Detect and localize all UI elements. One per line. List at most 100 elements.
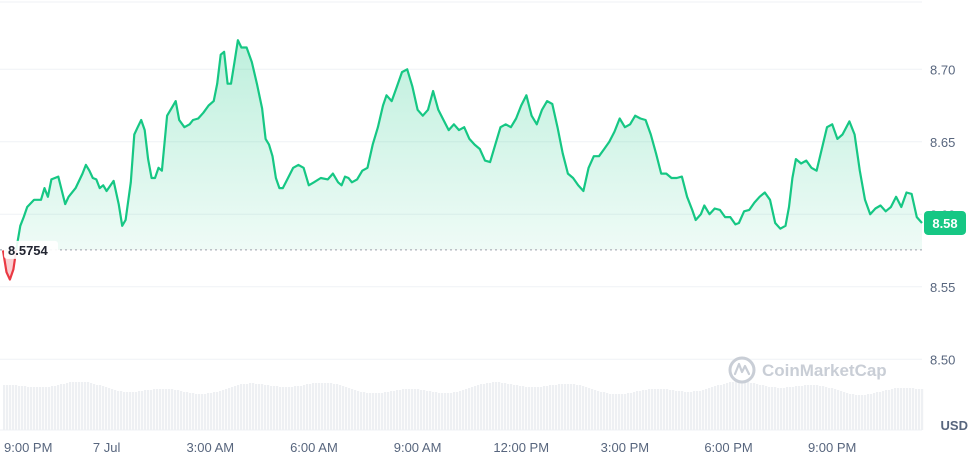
price-area xyxy=(3,40,922,280)
volume-bar xyxy=(81,382,84,430)
volume-bar xyxy=(408,389,411,430)
volume-bar xyxy=(771,387,774,430)
volume-bar xyxy=(627,393,630,430)
volume-bar xyxy=(726,383,729,430)
volume-bar xyxy=(159,389,162,430)
volume-bar xyxy=(582,386,585,430)
volume-bar xyxy=(882,391,885,430)
volume-bar xyxy=(507,384,510,430)
volume-bar xyxy=(471,387,474,430)
volume-bar xyxy=(837,390,840,430)
volume-bar xyxy=(591,389,594,430)
volume-bar xyxy=(453,392,456,430)
volume-bar xyxy=(798,386,801,430)
volume-bar xyxy=(588,388,591,430)
volume-bar xyxy=(15,385,18,430)
volume-bar xyxy=(441,393,444,430)
volume-bar xyxy=(363,392,366,430)
volume-bar xyxy=(171,389,174,430)
volume-bar xyxy=(819,386,822,430)
volume-bar xyxy=(711,387,714,430)
volume-bar xyxy=(327,383,330,430)
volume-bar xyxy=(96,385,99,430)
volume-bar xyxy=(336,384,339,430)
volume-bar xyxy=(777,388,780,430)
volume-bar xyxy=(132,392,135,430)
y-tick-label: 8.55 xyxy=(930,280,955,295)
volume-bar xyxy=(210,393,213,430)
volume-bar xyxy=(348,388,351,430)
volume-bar xyxy=(228,388,231,430)
volume-bar xyxy=(150,390,153,430)
volume-bar xyxy=(21,386,24,430)
volume-bar xyxy=(885,390,888,430)
volume-bar xyxy=(447,393,450,430)
volume-bar xyxy=(795,386,798,430)
volume-bar xyxy=(765,386,768,430)
volume-bar xyxy=(690,392,693,430)
currency-label: USD xyxy=(941,418,968,433)
volume-bar xyxy=(303,385,306,430)
volume-bar xyxy=(390,391,393,430)
volume-bar xyxy=(174,390,177,430)
volume-bar xyxy=(546,386,549,430)
volume-bar xyxy=(648,389,651,430)
volume-bar xyxy=(405,389,408,430)
volume-bar xyxy=(345,387,348,430)
volume-bar xyxy=(231,387,234,430)
volume-bar xyxy=(672,390,675,430)
volume-bar xyxy=(513,385,516,430)
volume-bar xyxy=(369,393,372,430)
volume-bar xyxy=(849,394,852,430)
volume-bar xyxy=(246,384,249,430)
volume-bar xyxy=(183,392,186,430)
volume-bar xyxy=(366,393,369,430)
volume-bar xyxy=(177,390,180,430)
volume-bar xyxy=(630,393,633,430)
volume-bar xyxy=(315,383,318,430)
volume-bar xyxy=(522,386,525,430)
volume-bar xyxy=(201,394,204,430)
coinmarketcap-logo-icon xyxy=(728,356,756,384)
volume-bar xyxy=(642,390,645,430)
volume-bar xyxy=(855,395,858,430)
volume-bar xyxy=(264,385,267,430)
volume-bar xyxy=(378,393,381,430)
volume-bar xyxy=(555,385,558,430)
volume-bar xyxy=(477,385,480,430)
volume-bar xyxy=(306,384,309,430)
volume-bar xyxy=(483,384,486,430)
volume-bar xyxy=(330,383,333,430)
volume-bar xyxy=(747,382,750,430)
volume-bar xyxy=(144,390,147,430)
volume-bar xyxy=(444,393,447,430)
volume-bar xyxy=(147,390,150,430)
volume-bar xyxy=(516,385,519,430)
volume-bar xyxy=(876,392,879,430)
volume-bar xyxy=(861,395,864,430)
volume-bar xyxy=(759,385,762,430)
volume-bar xyxy=(612,394,615,430)
volume-bar xyxy=(126,392,129,430)
volume-bar xyxy=(735,382,738,430)
volume-bar xyxy=(531,387,534,430)
volume-bar xyxy=(381,393,384,430)
watermark-text: CoinMarketCap xyxy=(762,361,887,380)
volume-bar xyxy=(9,385,12,430)
volume-bar xyxy=(687,392,690,430)
volume-bar xyxy=(450,393,453,430)
volume-bar xyxy=(636,391,639,430)
volume-bar xyxy=(114,390,117,430)
y-tick-label: 8.50 xyxy=(930,352,955,367)
volume-bar xyxy=(570,384,573,430)
volume-bar xyxy=(840,391,843,430)
volume-bar xyxy=(39,387,42,430)
volume-bar xyxy=(198,394,201,430)
volume-bar xyxy=(90,383,93,430)
volume-bar xyxy=(252,383,255,430)
x-tick-label: 6:00 AM xyxy=(290,440,338,455)
volume-bar xyxy=(282,387,285,430)
volume-bar xyxy=(48,387,51,430)
volume-bar xyxy=(549,385,552,430)
volume-bar xyxy=(714,386,717,430)
